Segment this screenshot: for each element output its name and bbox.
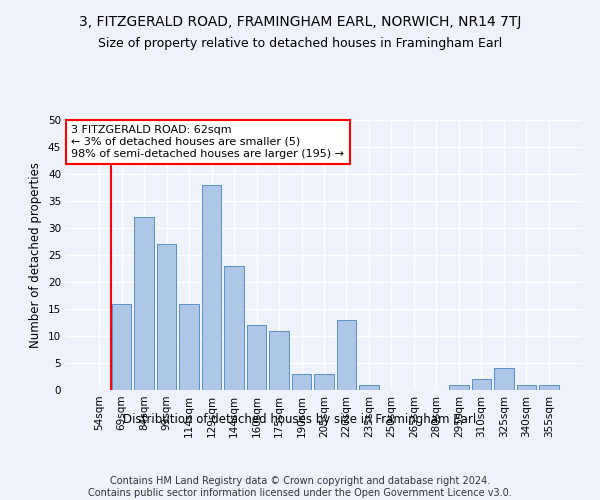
Bar (134, 217, 154, 390)
Bar (157, 244, 176, 390)
Bar (314, 374, 334, 390)
Bar (494, 368, 514, 390)
Text: Size of property relative to detached houses in Framingham Earl: Size of property relative to detached ho… (98, 38, 502, 51)
Bar (449, 384, 469, 390)
Bar (337, 320, 356, 390)
Bar (472, 379, 491, 390)
Bar (202, 185, 221, 390)
Bar (517, 384, 536, 390)
Text: 3, FITZGERALD ROAD, FRAMINGHAM EARL, NORWICH, NR14 7TJ: 3, FITZGERALD ROAD, FRAMINGHAM EARL, NOR… (79, 15, 521, 29)
Bar (359, 384, 379, 390)
Bar (292, 374, 311, 390)
Bar (179, 304, 199, 390)
Text: 3 FITZGERALD ROAD: 62sqm
← 3% of detached houses are smaller (5)
98% of semi-det: 3 FITZGERALD ROAD: 62sqm ← 3% of detache… (71, 126, 344, 158)
Bar (224, 266, 244, 390)
Y-axis label: Number of detached properties: Number of detached properties (29, 162, 43, 348)
Bar (247, 325, 266, 390)
Bar (269, 330, 289, 390)
Text: Distribution of detached houses by size in Framingham Earl: Distribution of detached houses by size … (124, 412, 476, 426)
Text: Contains HM Land Registry data © Crown copyright and database right 2024.
Contai: Contains HM Land Registry data © Crown c… (88, 476, 512, 498)
Bar (112, 304, 131, 390)
Bar (539, 384, 559, 390)
